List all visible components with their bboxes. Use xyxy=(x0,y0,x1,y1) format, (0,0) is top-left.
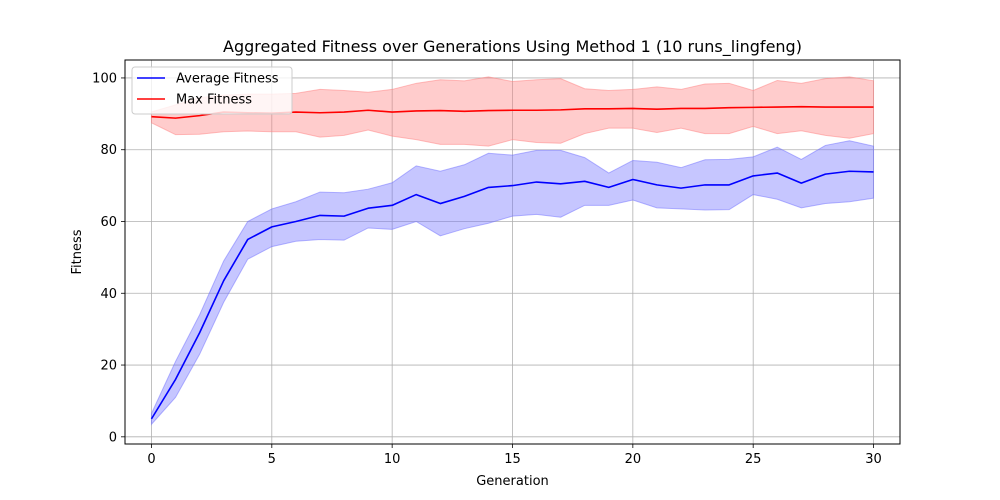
y-axis-label: Fitness xyxy=(70,229,85,274)
x-tick-label: 0 xyxy=(147,452,155,467)
legend-box xyxy=(131,66,293,115)
y-tick-label: 40 xyxy=(100,287,117,302)
x-tick-label: 25 xyxy=(745,452,762,467)
max-fitness-band xyxy=(150,76,875,147)
confidence-bands xyxy=(150,76,875,426)
y-tick-label: 80 xyxy=(100,143,117,158)
y-axis-ticks: 0 20 40 60 80 100 xyxy=(92,71,125,445)
y-tick-label: 0 xyxy=(109,430,117,445)
y-tick-label: 60 xyxy=(100,215,117,230)
x-tick-label: 30 xyxy=(865,452,882,467)
x-tick-label: 20 xyxy=(625,452,642,467)
legend-label-average-fitness: Average Fitness xyxy=(176,72,279,87)
average-fitness-band xyxy=(150,140,875,426)
y-tick-label: 100 xyxy=(92,71,117,86)
x-tick-label: 10 xyxy=(384,452,401,467)
legend: Average Fitness Max Fitness xyxy=(131,66,293,115)
x-tick-label: 5 xyxy=(268,452,276,467)
average-fitness-line xyxy=(150,170,874,420)
x-tick-label: 15 xyxy=(504,452,521,467)
x-axis-label: Generation xyxy=(476,474,549,489)
legend-label-max-fitness: Max Fitness xyxy=(176,93,252,108)
x-axis-ticks: 0 5 10 15 20 25 30 xyxy=(147,444,882,467)
chart-title: Aggregated Fitness over Generations Usin… xyxy=(223,37,802,57)
y-tick-label: 20 xyxy=(100,359,117,374)
grid-lines xyxy=(125,60,900,444)
